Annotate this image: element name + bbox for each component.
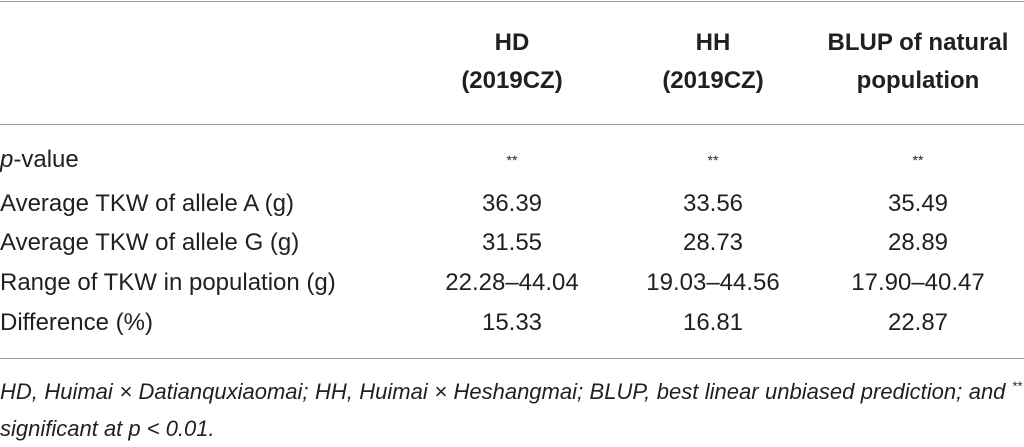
- cell-value: **: [506, 152, 518, 168]
- row-label-part: p: [0, 146, 14, 173]
- cell: 28.89: [803, 228, 1024, 258]
- cell-value: 31.55: [481, 229, 543, 256]
- cell-value: 35.49: [887, 190, 949, 217]
- cell-value: **: [912, 152, 924, 168]
- cell-value: 36.39: [481, 190, 543, 217]
- row-label: Average TKW of allele A (g): [0, 189, 294, 219]
- footnote-text: HD, Huimai × Datianquxiaomai; HH, Huimai…: [0, 379, 1012, 404]
- header-line: BLUP of natural: [827, 29, 1009, 56]
- cell: **: [803, 145, 1024, 179]
- header-line: population: [856, 67, 980, 94]
- footnote: HD, Huimai × Datianquxiaomai; HH, Huimai…: [0, 373, 1022, 447]
- header-line: HH: [695, 29, 731, 56]
- cell-value: 28.73: [682, 229, 744, 256]
- cell: 31.55: [397, 228, 627, 258]
- footnote-superscript: **: [1011, 378, 1022, 394]
- row-label: Average TKW of allele G (g): [0, 228, 299, 258]
- cell: 28.73: [598, 228, 828, 258]
- cell: 17.90–40.47: [803, 268, 1024, 298]
- cell: 22.28–44.04: [397, 268, 627, 298]
- cell-value: 15.33: [481, 309, 543, 336]
- cell: 22.87: [803, 308, 1024, 338]
- row-label-part: Difference (%): [0, 309, 153, 336]
- header-line: HD: [494, 29, 530, 56]
- cell-value: 22.28–44.04: [445, 269, 579, 296]
- header-line: (2019CZ): [662, 67, 764, 94]
- header-line: (2019CZ): [461, 67, 563, 94]
- cell: 16.81: [598, 308, 828, 338]
- header-rule: [0, 124, 1024, 125]
- cell: 36.39: [397, 189, 627, 219]
- bottom-rule: [0, 358, 1024, 359]
- cell-value: 33.56: [682, 190, 744, 217]
- column-header: HD (2019CZ): [397, 24, 627, 100]
- cell-value: 16.81: [682, 309, 744, 336]
- cell: 15.33: [397, 308, 627, 338]
- cell: 19.03–44.56: [598, 268, 828, 298]
- cell: 35.49: [803, 189, 1024, 219]
- cell-value: 22.87: [887, 309, 949, 336]
- cell: **: [397, 145, 627, 179]
- row-label-part: -value: [13, 146, 79, 173]
- cell: **: [598, 145, 828, 179]
- top-rule: [0, 1, 1024, 2]
- row-label-part: Average TKW of allele A (g): [0, 190, 294, 217]
- row-label-part: Range of TKW in population (g): [0, 269, 336, 296]
- row-label-part: Average TKW of allele G (g): [0, 229, 300, 256]
- cell-value: **: [707, 152, 719, 168]
- footnote-text: significant at p < 0.01.: [0, 416, 215, 441]
- column-header: HH (2019CZ): [598, 24, 828, 100]
- column-header: BLUP of natural population: [803, 24, 1024, 100]
- row-label: Difference (%): [0, 308, 153, 338]
- row-label: p-value: [0, 145, 79, 175]
- cell-value: 19.03–44.56: [646, 269, 780, 296]
- row-label: Range of TKW in population (g): [0, 268, 336, 298]
- cell-value: 28.89: [887, 229, 949, 256]
- cell-value: 17.90–40.47: [851, 269, 985, 296]
- cell: 33.56: [598, 189, 828, 219]
